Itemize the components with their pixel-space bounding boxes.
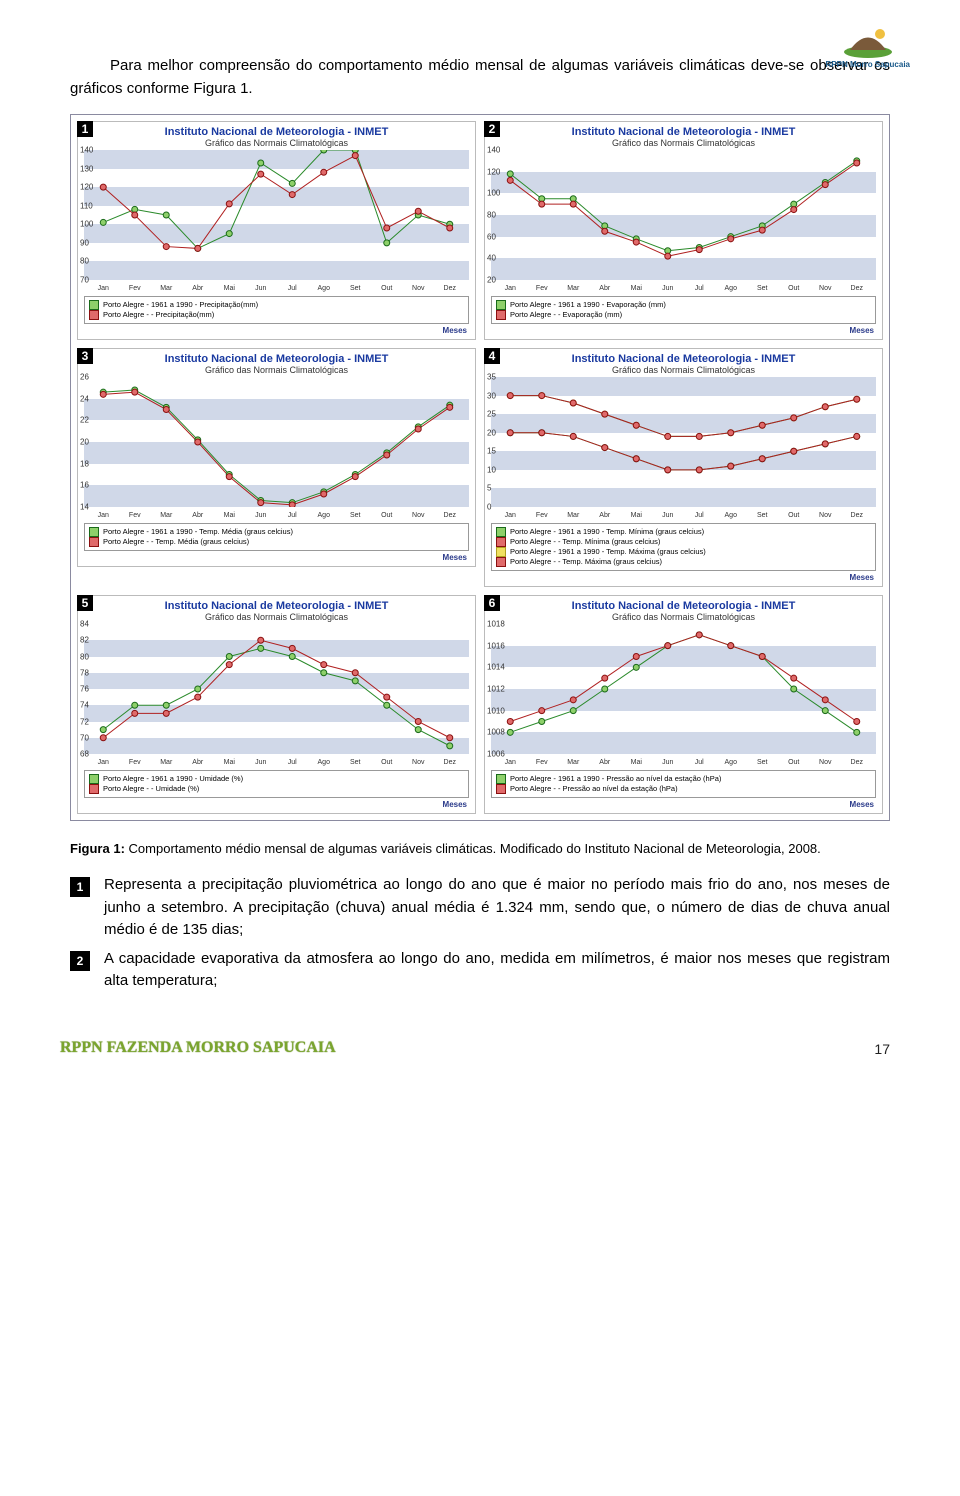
- chart-title: Instituto Nacional de Meteorologia - INM…: [485, 122, 882, 138]
- chart-panel-3: Instituto Nacional de Meteorologia - INM…: [77, 348, 476, 567]
- chart-number-badge: 5: [77, 595, 93, 611]
- chart-plot-area: 14161820222426JanFevMarAbrMaiJunJulAgoSe…: [84, 377, 469, 507]
- axis-label: Meses: [485, 573, 882, 586]
- chart-panel-1: Instituto Nacional de Meteorologia - INM…: [77, 121, 476, 340]
- chart-number-badge: 6: [484, 595, 500, 611]
- chart-legend: Porto Alegre - 1961 a 1990 - Temp. Mínim…: [491, 523, 876, 571]
- axis-label: Meses: [485, 326, 882, 339]
- list-item-number: 1: [70, 877, 90, 897]
- chart-number-badge: 3: [77, 348, 93, 364]
- axis-label: Meses: [78, 553, 475, 566]
- chart-legend: Porto Alegre - 1961 a 1990 - Umidade (%)…: [84, 770, 469, 798]
- axis-label: Meses: [78, 326, 475, 339]
- page-number: 17: [874, 1041, 890, 1057]
- chart-subtitle: Gráfico das Normais Climatológicas: [78, 612, 475, 624]
- chart-subtitle: Gráfico das Normais Climatológicas: [78, 138, 475, 150]
- list-item: 2 A capacidade evaporativa da atmosfera a…: [70, 948, 890, 993]
- chart-subtitle: Gráfico das Normais Climatológicas: [485, 138, 882, 150]
- chart-title: Instituto Nacional de Meteorologia - INM…: [485, 349, 882, 365]
- chart-panel-6: Instituto Nacional de Meteorologia - INM…: [484, 595, 883, 814]
- list-item: 1 Representa a precipitação pluviométrica…: [70, 874, 890, 942]
- figure-1-box: 1Instituto Nacional de Meteorologia - IN…: [70, 114, 890, 821]
- chart-panel-4: Instituto Nacional de Meteorologia - INM…: [484, 348, 883, 587]
- chart-title: Instituto Nacional de Meteorologia - INM…: [78, 349, 475, 365]
- axis-label: Meses: [78, 800, 475, 813]
- figure-caption: Figura 1: Figura 1: Comportamento médio …: [70, 841, 890, 856]
- chart-panel-2: Instituto Nacional de Meteorologia - INM…: [484, 121, 883, 340]
- chart-legend: Porto Alegre - 1961 a 1990 - Evaporação …: [491, 296, 876, 324]
- chart-subtitle: Gráfico das Normais Climatológicas: [485, 612, 882, 624]
- intro-paragraph: Para melhor compreensão do comportamento…: [70, 55, 890, 100]
- list-item-number: 2: [70, 951, 90, 971]
- chart-plot-area: 1006100810101012101410161018JanFevMarAbr…: [491, 624, 876, 754]
- chart-title: Instituto Nacional de Meteorologia - INM…: [78, 122, 475, 138]
- chart-plot-area: 708090100110120130140JanFevMarAbrMaiJunJ…: [84, 150, 469, 280]
- chart-title: Instituto Nacional de Meteorologia - INM…: [485, 596, 882, 612]
- list-item-text: Representa a precipitação pluviométrica …: [104, 874, 890, 942]
- list-item-text: A capacidade evaporativa da atmosfera ao…: [104, 948, 890, 993]
- chart-title: Instituto Nacional de Meteorologia - INM…: [78, 596, 475, 612]
- chart-number-badge: 1: [77, 121, 93, 137]
- header-logo: RPPN Morro Sapucaia: [826, 20, 910, 69]
- chart-legend: Porto Alegre - 1961 a 1990 - Pressão ao …: [491, 770, 876, 798]
- chart-legend: Porto Alegre - 1961 a 1990 - Precipitaçã…: [84, 296, 469, 324]
- logo-text: RPPN Morro Sapucaia: [826, 60, 910, 69]
- chart-number-badge: 4: [484, 348, 500, 364]
- numbered-list: 1 Representa a precipitação pluviométrica…: [70, 874, 890, 993]
- chart-plot-area: 687072747678808284JanFevMarAbrMaiJunJulA…: [84, 624, 469, 754]
- chart-subtitle: Gráfico das Normais Climatológicas: [485, 365, 882, 377]
- axis-label: Meses: [485, 800, 882, 813]
- chart-number-badge: 2: [484, 121, 500, 137]
- chart-subtitle: Gráfico das Normais Climatológicas: [78, 365, 475, 377]
- chart-plot-area: 05101520253035JanFevMarAbrMaiJunJulAgoSe…: [491, 377, 876, 507]
- chart-panel-5: Instituto Nacional de Meteorologia - INM…: [77, 595, 476, 814]
- footer-title: RPPN FAZENDA MORRO SAPUCAIA: [60, 1039, 336, 1057]
- chart-plot-area: 20406080100120140JanFevMarAbrMaiJunJulAg…: [491, 150, 876, 280]
- chart-legend: Porto Alegre - 1961 a 1990 - Temp. Média…: [84, 523, 469, 551]
